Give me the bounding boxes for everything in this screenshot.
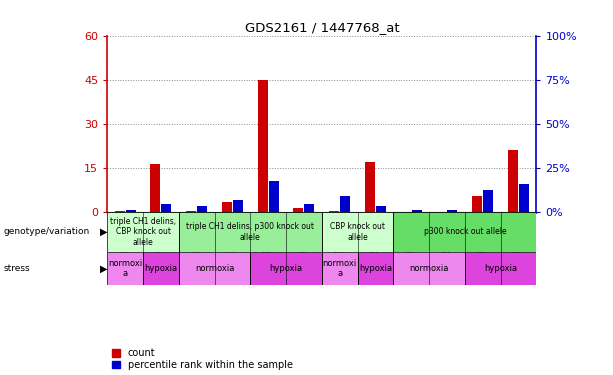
Text: ▶: ▶ [100, 263, 107, 273]
Bar [197, 206, 207, 212]
Bar [150, 164, 161, 212]
Text: hypoxia: hypoxia [484, 264, 517, 273]
Bar [186, 211, 196, 212]
Bar [519, 184, 529, 212]
Text: normoxi
a: normoxi a [108, 259, 142, 278]
Title: GDS2161 / 1447768_at: GDS2161 / 1447768_at [245, 21, 399, 34]
Bar [115, 211, 124, 212]
Text: hypoxia: hypoxia [359, 264, 392, 273]
Bar [508, 150, 518, 212]
FancyBboxPatch shape [322, 212, 394, 252]
Bar [222, 202, 232, 212]
Bar [376, 206, 386, 212]
Text: genotype/variation: genotype/variation [3, 228, 89, 237]
FancyBboxPatch shape [143, 252, 179, 285]
Bar [365, 162, 375, 212]
Legend: count, percentile rank within the sample: count, percentile rank within the sample [112, 348, 292, 370]
Text: stress: stress [3, 264, 29, 273]
Text: triple CH1 delins,
CBP knock out
allele: triple CH1 delins, CBP knock out allele [110, 217, 176, 247]
Text: CBP knock out
allele: CBP knock out allele [330, 222, 385, 242]
FancyBboxPatch shape [250, 252, 322, 285]
FancyBboxPatch shape [394, 212, 536, 252]
Bar [294, 208, 303, 212]
FancyBboxPatch shape [179, 212, 322, 252]
Text: normoxia: normoxia [409, 264, 449, 273]
Bar [161, 204, 172, 212]
FancyBboxPatch shape [107, 212, 179, 252]
Bar [483, 190, 493, 212]
Bar [305, 204, 314, 212]
Bar [126, 210, 135, 212]
Text: triple CH1 delins, p300 knock out
allele: triple CH1 delins, p300 knock out allele [186, 222, 314, 242]
FancyBboxPatch shape [394, 252, 465, 285]
Bar [233, 200, 243, 212]
Bar [257, 80, 268, 212]
Bar [412, 210, 422, 212]
Bar [447, 210, 457, 212]
Bar [329, 211, 339, 212]
Text: ▶: ▶ [100, 227, 107, 237]
FancyBboxPatch shape [107, 252, 143, 285]
FancyBboxPatch shape [465, 252, 536, 285]
Bar [340, 196, 350, 212]
Bar [268, 182, 279, 212]
FancyBboxPatch shape [179, 252, 250, 285]
Text: hypoxia: hypoxia [144, 264, 178, 273]
Text: normoxia: normoxia [195, 264, 234, 273]
Text: hypoxia: hypoxia [270, 264, 303, 273]
FancyBboxPatch shape [357, 252, 394, 285]
FancyBboxPatch shape [322, 252, 357, 285]
Text: normoxi
a: normoxi a [322, 259, 357, 278]
Bar [472, 196, 482, 212]
Text: p300 knock out allele: p300 knock out allele [424, 228, 506, 237]
